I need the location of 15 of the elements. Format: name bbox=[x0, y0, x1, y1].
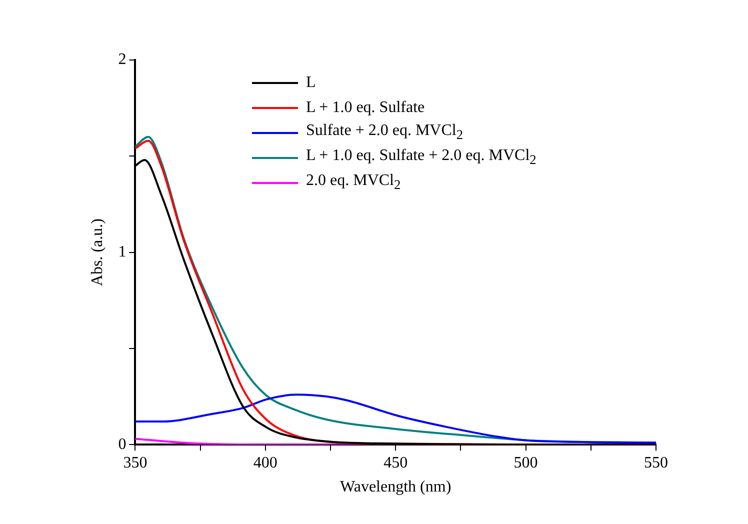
legend-label: Sulfate + 2.0 eq. MVCl$_{2}$ bbox=[306, 122, 464, 144]
y-tick-label: 0 bbox=[118, 436, 126, 453]
y-tick-label: 1 bbox=[118, 244, 126, 261]
x-tick-label: 400 bbox=[253, 454, 278, 472]
y-tick-label: 2 bbox=[118, 51, 126, 68]
legend-label: 2.0 eq. MVCl$_{2}$ bbox=[306, 172, 401, 194]
x-tick-label: 350 bbox=[123, 454, 148, 472]
legend-label: L + 1.0 eq. Sulfate bbox=[306, 98, 425, 116]
legend-label: L bbox=[306, 74, 316, 92]
x-axis-title: Wavelength (nm) bbox=[340, 478, 452, 496]
legend-label: L + 1.0 eq. Sulfate + 2.0 eq. MVCl$_{2}$ bbox=[306, 146, 536, 168]
x-tick-label: 450 bbox=[384, 454, 408, 472]
x-tick-label: 550 bbox=[644, 454, 668, 472]
x-tick-label: 500 bbox=[514, 454, 538, 472]
y-axis-title: Abs. (a.u.) bbox=[88, 218, 106, 286]
